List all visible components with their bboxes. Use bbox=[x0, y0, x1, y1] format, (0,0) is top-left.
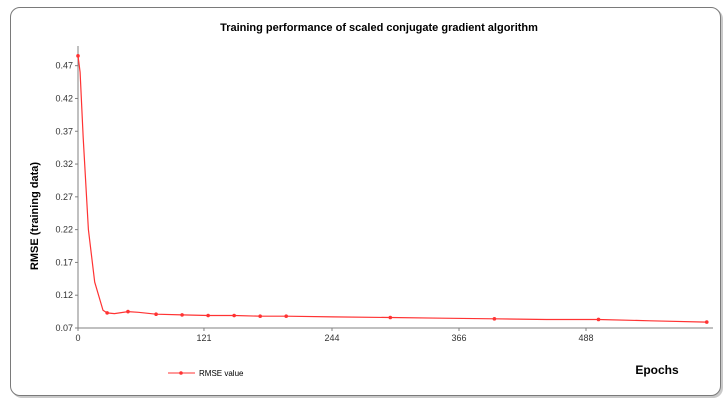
y-tick-label: 0.37 bbox=[55, 126, 73, 136]
x-tick-label: 0 bbox=[75, 333, 80, 343]
data-point bbox=[76, 54, 80, 58]
y-tick-label: 0.12 bbox=[55, 290, 73, 300]
x-tick-label: 121 bbox=[196, 333, 211, 343]
y-tick-label: 0.32 bbox=[55, 159, 73, 169]
data-point bbox=[704, 320, 709, 324]
x-tick-label: 366 bbox=[451, 333, 466, 343]
y-tick-label: 0.22 bbox=[55, 225, 73, 235]
chart-title: Training performance of scaled conjugate… bbox=[220, 22, 538, 34]
legend-label: RMSE value bbox=[199, 369, 244, 378]
data-point bbox=[258, 314, 262, 318]
data-point bbox=[596, 317, 601, 322]
x-tick-label: 488 bbox=[578, 333, 593, 343]
data-point bbox=[232, 313, 236, 318]
y-tick-label: 0.42 bbox=[55, 93, 73, 103]
x-axis-label: Epochs bbox=[635, 363, 679, 377]
data-point bbox=[105, 311, 109, 315]
chart-frame: Training performance of scaled conjugate… bbox=[10, 7, 721, 396]
y-axis-label: RMSE (training data) bbox=[29, 162, 41, 271]
series-line bbox=[77, 55, 707, 323]
data-point bbox=[492, 317, 497, 321]
x-ticks: 0 121 244 366 488 bbox=[75, 328, 594, 343]
y-tick-label: 0.17 bbox=[55, 257, 73, 267]
data-point bbox=[180, 313, 184, 317]
legend-marker bbox=[179, 371, 183, 375]
y-ticks: 0.07 0.12 0.17 0.22 0.27 0.32 0.37 0.42 0.47 bbox=[55, 61, 78, 333]
x-tick-label: 244 bbox=[324, 333, 339, 343]
y-tick-label: 0.47 bbox=[55, 61, 73, 71]
data-point bbox=[206, 313, 210, 318]
data-point bbox=[154, 312, 158, 317]
data-point bbox=[284, 314, 288, 318]
legend: RMSE value bbox=[168, 369, 244, 378]
series-layer bbox=[76, 54, 709, 324]
data-point bbox=[126, 309, 130, 314]
data-point bbox=[388, 315, 393, 320]
y-tick-label: 0.27 bbox=[55, 192, 73, 202]
y-tick-label: 0.07 bbox=[55, 323, 73, 333]
chart-svg: Training performance of scaled conjugate… bbox=[29, 22, 713, 378]
